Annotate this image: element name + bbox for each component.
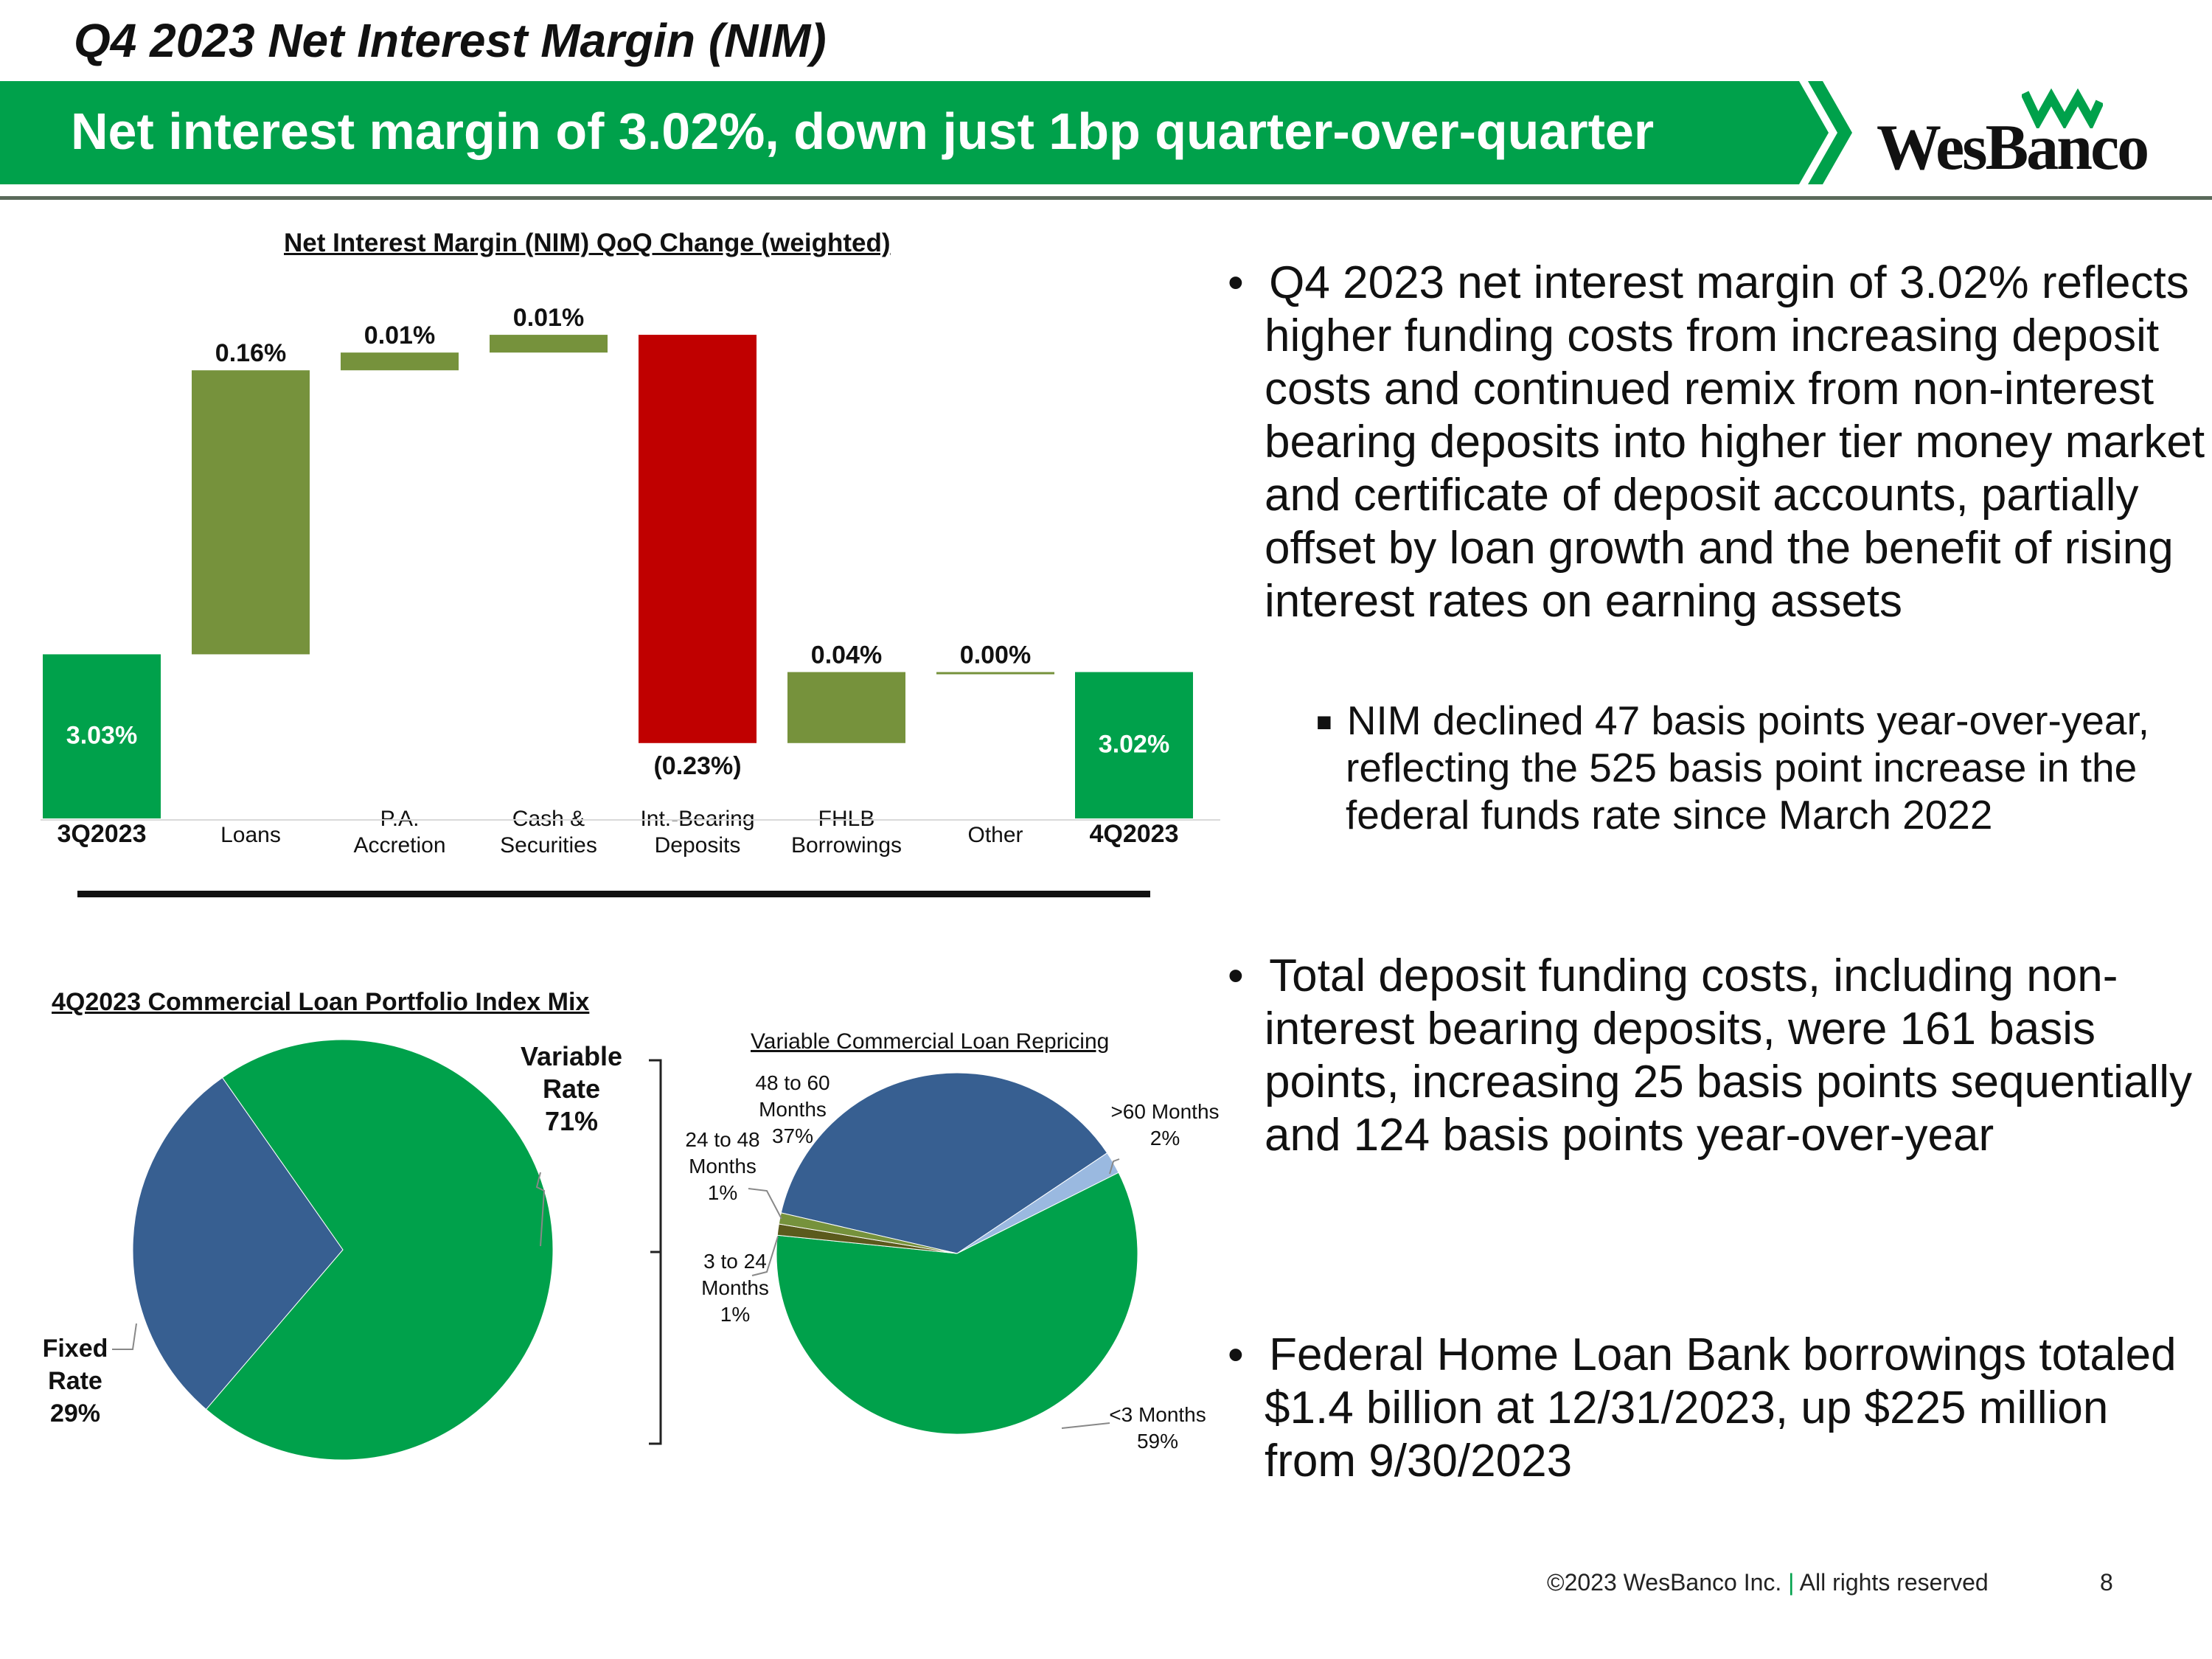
waterfall-bar-0	[43, 654, 161, 818]
banner-headline: Net interest margin of 3.02%, down just …	[71, 102, 1655, 160]
index-mix-title: 4Q2023 Commercial Loan Portfolio Index M…	[52, 988, 590, 1016]
waterfall-category-label-4: Int.-Bearing Deposits	[640, 807, 754, 858]
square-bullet-icon: ■	[1316, 706, 1347, 737]
repricing-title: Variable Commercial Loan Repricing	[751, 1029, 1110, 1054]
repricing-leader-over-60	[1109, 1158, 1120, 1175]
footer-separator: |	[1788, 1569, 1795, 1596]
sub-bullet-yoy: ■ NIM declined 47 basis points year-over…	[1316, 697, 2212, 838]
header-divider	[0, 196, 2212, 200]
repricing-label-48-60: 48 to 60 Months 37%	[755, 1071, 830, 1147]
rights-text: All rights reserved	[1799, 1569, 1989, 1596]
waterfall-category-label-0: 3Q2023	[58, 820, 147, 848]
waterfall-title: Net Interest Margin (NIM) QoQ Change (we…	[284, 229, 891, 257]
waterfall-bar-5	[787, 672, 905, 743]
bullet-nim-text: Q4 2023 net interest margin of 3.02% ref…	[1265, 257, 2205, 627]
page-number: 8	[2100, 1569, 2113, 1596]
bullet-dot-icon: •	[1228, 950, 1270, 1001]
index-mix-label-fixed: Fixed Rate 29%	[43, 1335, 108, 1427]
waterfall-bar-2	[341, 352, 459, 371]
bullet-dot-icon: •	[1228, 257, 1270, 308]
bullet-nim: • Q4 2023 net interest margin of 3.02% r…	[1228, 257, 2208, 628]
repricing-leader-24-48	[748, 1188, 782, 1220]
index-mix-leader-fixed	[112, 1323, 137, 1350]
bracket-connector	[649, 1059, 662, 1445]
index-mix-label-variable: Variable Rate 71%	[521, 1041, 622, 1136]
wesbanco-logo: WesBanco	[1877, 112, 2149, 184]
repricing-label-over-60: >60 Months 2%	[1110, 1100, 1219, 1150]
bullet-fhlb: • Federal Home Loan Bank borrowings tota…	[1228, 1329, 2208, 1488]
footer-copyright: ©2023 WesBanco Inc. | All rights reserve…	[1547, 1569, 1989, 1596]
waterfall-bar-1	[192, 370, 310, 655]
waterfall-bar-7	[1075, 672, 1193, 818]
bullet-fhlb-text: Federal Home Loan Bank borrowings totale…	[1265, 1329, 2177, 1486]
repricing-label-24-48: 24 to 48 Months 1%	[685, 1128, 759, 1204]
waterfall-divider	[77, 891, 1150, 897]
index-mix-pie-chart: Variable Rate 71% Fixed Rate 29%	[43, 1039, 622, 1461]
index-mix-slice-1	[132, 1077, 344, 1411]
bullet-deposit-costs: • Total deposit funding costs, including…	[1228, 950, 2208, 1162]
waterfall-value-label-2: 0.01%	[364, 321, 435, 349]
copyright-text: ©2023 WesBanco Inc.	[1547, 1569, 1782, 1596]
waterfall-value-label-5: 0.04%	[811, 641, 882, 669]
title-banner	[0, 81, 1852, 184]
waterfall-bar-4	[639, 335, 757, 743]
nim-waterfall-chart: 3.03% 3Q2023 0.16% Loans 0.01% P.A. Accretion 0…	[41, 304, 1220, 858]
index-mix-slice-0	[205, 1039, 554, 1461]
waterfall-value-label-7: 3.02%	[1099, 731, 1169, 759]
repricing-label-under-3: <3 Months 59%	[1109, 1403, 1206, 1453]
sub-bullet-yoy-text: NIM declined 47 basis points year-over-y…	[1346, 698, 2150, 838]
waterfall-value-label-3: 0.01%	[513, 304, 584, 332]
waterfall-category-label-2: P.A. Accretion	[353, 807, 445, 858]
waterfall-category-label-5: FHLB Borrowings	[791, 807, 902, 858]
repricing-slice-2	[776, 1172, 1138, 1435]
repricing-leader-3-24	[751, 1236, 779, 1276]
waterfall-value-label-1: 0.16%	[215, 339, 286, 367]
waterfall-value-label-4: (0.23%)	[653, 752, 741, 780]
waterfall-value-label-0: 3.03%	[66, 722, 137, 750]
waterfall-category-label-7: 4Q2023	[1090, 820, 1179, 848]
repricing-label-3-24: 3 to 24 Months 1%	[701, 1250, 769, 1326]
wesbanco-logo-mark-icon	[2022, 88, 2103, 128]
repricing-leader-under-3	[1061, 1422, 1110, 1429]
bullet-deposit-costs-text: Total deposit funding costs, including n…	[1265, 950, 2192, 1161]
waterfall-category-label-3: Cash & Securities	[500, 807, 597, 858]
repricing-pie-chart: 48 to 60 Months 37% >60 Months 2% <3 Months 59…	[685, 1071, 1219, 1453]
waterfall-category-label-1: Loans	[220, 823, 281, 847]
waterfall-value-label-6: 0.00%	[960, 641, 1031, 669]
waterfall-bar-6	[936, 672, 1054, 675]
waterfall-bar-3	[490, 335, 608, 353]
repricing-slice-4	[778, 1212, 958, 1254]
slide-title: Q4 2023 Net Interest Margin (NIM)	[74, 14, 827, 67]
repricing-slice-0	[780, 1072, 1108, 1254]
waterfall-category-label-6: Other	[967, 823, 1023, 847]
bullet-dot-icon: •	[1228, 1329, 1270, 1380]
index-mix-leader-variable	[535, 1172, 546, 1247]
